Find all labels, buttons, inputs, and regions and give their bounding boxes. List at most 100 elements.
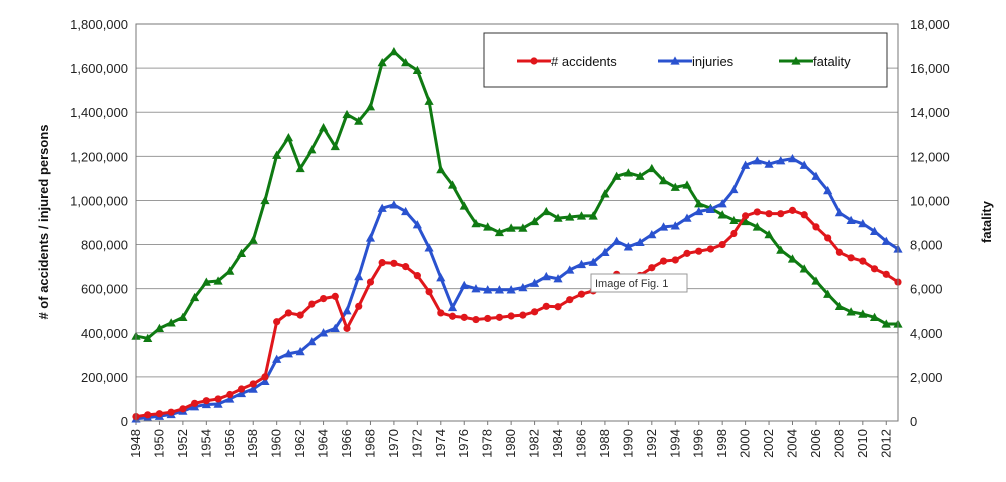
data-point-fatality	[764, 230, 774, 239]
x-tick-label: 2000	[738, 429, 753, 458]
y2-tick-label: 8,000	[910, 238, 943, 253]
data-point-injuries	[295, 346, 305, 356]
data-point-accidents	[718, 240, 726, 249]
data-point-injuries	[401, 206, 411, 216]
data-point-injuries	[354, 271, 364, 281]
x-tick-label: 1966	[339, 429, 354, 458]
data-point-injuries	[506, 285, 516, 294]
series-fatality	[131, 46, 903, 342]
data-point-injuries	[541, 271, 551, 281]
data-point-accidents	[155, 410, 164, 418]
x-tick-label: 1984	[550, 429, 565, 458]
data-point-accidents	[331, 292, 339, 300]
tooltip: Image of Fig. 1	[590, 273, 688, 293]
data-point-accidents	[824, 234, 832, 242]
data-point-accidents	[530, 308, 539, 316]
data-point-accidents	[437, 309, 445, 317]
x-tick-label: 1988	[597, 429, 612, 458]
data-point-fatality	[377, 57, 387, 67]
data-point-fatality	[670, 182, 680, 191]
x-tick-label: 2004	[784, 429, 799, 458]
y2-tick-label: 0	[910, 414, 917, 429]
y2-tick-label: 12,000	[910, 149, 950, 164]
data-point-accidents	[659, 257, 668, 265]
plot-frame	[135, 23, 899, 422]
data-point-accidents	[378, 259, 386, 267]
x-tick-label: 1956	[222, 429, 237, 458]
data-point-fatality	[154, 323, 165, 333]
x-tick-label: 1986	[573, 429, 588, 458]
data-point-injuries	[600, 247, 610, 256]
data-point-fatality	[354, 116, 364, 125]
data-point-injuries	[682, 213, 692, 222]
data-point-accidents	[460, 313, 468, 321]
data-point-accidents	[812, 223, 820, 231]
data-point-fatality	[494, 227, 505, 237]
data-point-injuries	[741, 160, 751, 169]
data-point-accidents	[777, 210, 785, 218]
data-point-fatality	[647, 163, 657, 173]
data-point-fatality	[741, 216, 751, 226]
data-point-injuries	[248, 384, 258, 393]
y2-tick-label: 4,000	[910, 326, 943, 341]
y-tick-label: 800,000	[81, 238, 128, 253]
data-point-accidents	[355, 302, 363, 310]
data-point-injuries	[483, 285, 493, 294]
y2-tick-label: 14,000	[910, 105, 950, 120]
x-tick-label: 1960	[269, 429, 284, 458]
x-tick-label: 1964	[316, 429, 331, 458]
data-point-fatality	[318, 123, 329, 132]
x-tick-label: 1948	[128, 429, 143, 458]
data-point-fatality	[178, 312, 188, 322]
legend-marker	[670, 56, 680, 65]
data-point-injuries	[787, 153, 798, 163]
data-point-fatality	[799, 264, 809, 273]
data-point-accidents	[870, 265, 879, 273]
x-tick-label: 1972	[409, 429, 424, 458]
data-point-accidents	[542, 302, 550, 310]
data-point-accidents	[859, 257, 867, 265]
data-point-fatality	[811, 276, 821, 285]
x-tick-label: 2012	[878, 429, 893, 458]
data-point-accidents	[191, 399, 199, 407]
data-point-accidents	[261, 373, 269, 381]
data-point-fatality	[143, 333, 153, 342]
data-point-accidents	[577, 290, 586, 298]
x-tick-label: 2010	[855, 429, 870, 458]
data-point-accidents	[273, 318, 281, 326]
data-point-fatality	[869, 312, 880, 322]
data-point-fatality	[330, 141, 340, 151]
x-tick-label: 1980	[503, 429, 518, 458]
data-point-injuries	[318, 328, 329, 337]
legend-marker	[791, 56, 801, 65]
data-point-accidents	[343, 324, 351, 332]
data-point-injuries	[858, 219, 868, 228]
x-axis-ticks: 1948 1950 1952 1954 1956 1958 1960 1962 1964 1966…	[128, 421, 893, 458]
data-point-accidents	[179, 405, 187, 413]
data-point-accidents	[671, 256, 679, 264]
data-point-injuries	[834, 207, 844, 217]
data-point-fatality	[295, 163, 305, 173]
data-point-accidents	[308, 300, 316, 308]
data-point-injuries	[752, 156, 762, 165]
data-point-injuries	[529, 278, 540, 287]
x-tick-label: 1962	[292, 429, 307, 458]
data-point-injuries	[553, 274, 563, 283]
data-point-injuries	[729, 184, 739, 194]
x-tick-label: 1992	[644, 429, 659, 458]
data-point-fatality	[682, 180, 692, 189]
data-point-injuries	[881, 236, 891, 245]
x-tick-label: 1974	[433, 429, 448, 458]
data-point-fatality	[541, 206, 551, 216]
data-point-injuries	[764, 159, 774, 168]
data-point-fatality	[623, 168, 633, 177]
data-point-injuries	[307, 337, 317, 346]
data-point-fatality	[787, 254, 798, 263]
y2-tick-label: 16,000	[910, 61, 950, 76]
data-point-injuries	[799, 160, 809, 169]
data-point-fatality	[248, 235, 258, 244]
data-point-accidents	[730, 229, 738, 238]
data-point-injuries	[694, 206, 704, 216]
data-point-accidents	[882, 270, 890, 278]
x-tick-label: 1996	[691, 429, 706, 458]
